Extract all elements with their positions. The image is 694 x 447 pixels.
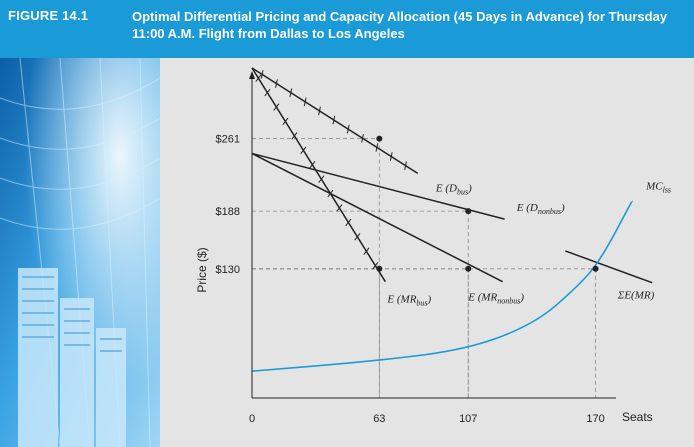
- series-label-4: ΣE(MR): [617, 290, 655, 302]
- equilibrium-point-1: [465, 208, 472, 215]
- series-label-1: E (MRbus): [386, 294, 431, 308]
- series-lines: [251, 67, 653, 372]
- equilibrium-point-0: [376, 135, 383, 142]
- series-tick-mark: [336, 204, 343, 212]
- series-tick-mark: [361, 134, 364, 143]
- axes: [249, 71, 616, 399]
- series-tick-mark: [404, 161, 407, 170]
- series-tick-mark: [318, 106, 321, 116]
- figure-header: FIGURE 14.1 Optimal Differential Pricing…: [0, 0, 694, 58]
- equilibrium-points: [376, 135, 599, 272]
- equilibrium-point-2: [376, 265, 383, 272]
- series-line-5: [251, 200, 633, 372]
- series-tick-mark: [345, 218, 352, 227]
- series-line-1: [251, 67, 387, 283]
- x-tick-label-0: 0: [249, 413, 255, 425]
- plot-background: [160, 58, 694, 447]
- x-axis-label: Seats: [622, 410, 653, 424]
- series-label-3: E (MRnonbus): [467, 292, 524, 306]
- series-label-0: E (Dbus): [435, 182, 472, 196]
- series-tick-mark: [372, 261, 379, 270]
- series-tick-mark: [275, 79, 278, 88]
- figure-number: FIGURE 14.1: [8, 8, 89, 23]
- series-line-2: [251, 152, 505, 220]
- series-tick-mark: [332, 115, 336, 125]
- series-tick-mark: [300, 146, 307, 154]
- series-line-4: [565, 250, 653, 284]
- series-tick-mark: [309, 161, 316, 169]
- series-tick-mark: [363, 247, 370, 255]
- equilibrium-point-4: [592, 265, 599, 272]
- y-tick-label-0: $261: [216, 134, 240, 146]
- series-tick-mark: [264, 88, 271, 97]
- series-tick-mark: [282, 117, 289, 126]
- y-tick-label-1: $188: [216, 206, 240, 218]
- figure-title: Optimal Differential Pricing and Capacit…: [132, 9, 668, 41]
- series-tick-mark: [273, 103, 280, 111]
- series-tick-mark: [346, 124, 350, 134]
- y-tick-label-2: $130: [216, 264, 240, 276]
- series-tick-mark: [375, 143, 379, 152]
- y-axis-arrow: [249, 71, 255, 79]
- series-tick-mark: [354, 233, 361, 241]
- series-line-0: [251, 67, 419, 175]
- y-axis-label: Price ($): [195, 247, 209, 292]
- series-label-2: E (Dnonbus): [516, 202, 565, 216]
- series-tick-mark: [318, 175, 325, 183]
- series-tick-mark: [255, 74, 262, 82]
- series-tick-mark: [303, 97, 307, 107]
- decorative-building-image: [0, 58, 160, 447]
- series-tick-mark: [260, 70, 264, 79]
- series-labels: E (Dbus) E (MRbus) E (Dnonbus) E (MRnonbus)…: [386, 180, 671, 307]
- series-tick-mark: [291, 132, 298, 140]
- series-tick-mark: [289, 88, 293, 97]
- series-label-5: MClss: [645, 180, 671, 194]
- x-tick-label-3: 170: [586, 413, 604, 425]
- series-line-3: [251, 152, 503, 283]
- guide-lines: [252, 138, 596, 398]
- series-tick-mark: [389, 152, 393, 161]
- equilibrium-point-3: [465, 265, 472, 272]
- tick-labels: 0 63 107 170 $261 $188 $130: [216, 134, 605, 425]
- x-tick-label-1: 63: [373, 413, 385, 425]
- x-tick-label-2: 107: [459, 413, 477, 425]
